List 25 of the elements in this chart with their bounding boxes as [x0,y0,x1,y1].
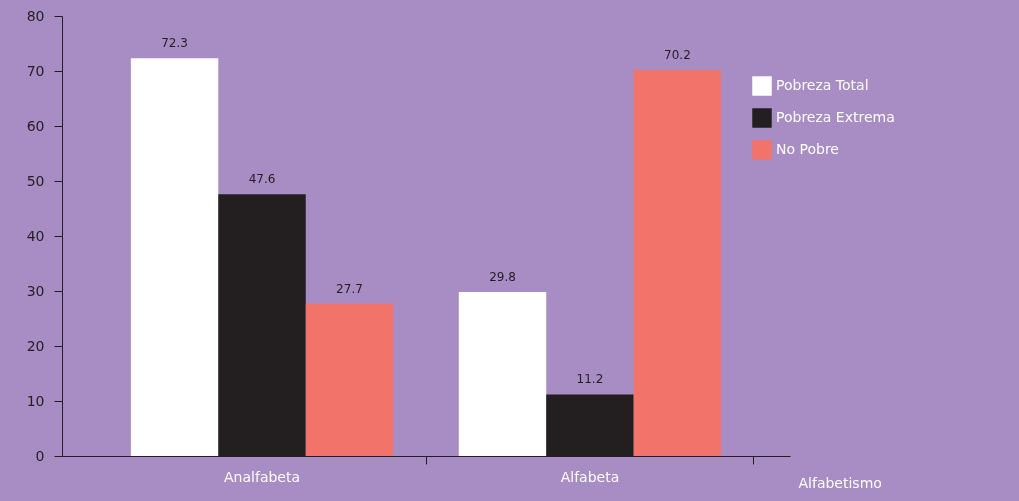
y-tick-label: 80 [26,7,45,24]
y-tick-label: 40 [26,227,45,244]
bar [305,303,394,456]
x-tick-label: Analfabeta [224,468,301,485]
legend-label: Pobreza Total [776,77,869,93]
bar [458,292,547,456]
y-tick-label: 50 [26,172,45,189]
y-tick-label: 60 [26,117,45,134]
y-tick-label: 10 [26,392,45,409]
y-tick-label: 0 [35,447,45,464]
data-label: 11.2 [576,372,604,387]
data-label: 27.7 [336,281,363,296]
data-label: 70.2 [664,47,691,62]
x-tick-label: Alfabeta [560,468,620,485]
y-tick-label: 30 [26,282,45,299]
y-tick-label: 70 [26,62,45,79]
bar [633,69,722,456]
legend-label: Pobreza Extrema [776,109,895,125]
x-axis-title: Alfabetismo [798,474,882,491]
legend-label: No Pobre [776,141,839,157]
y-tick-label: 20 [26,337,45,354]
data-label: 47.6 [248,172,276,187]
bar [130,58,219,456]
data-label: 29.8 [489,270,516,285]
data-label: 72.3 [161,36,188,51]
